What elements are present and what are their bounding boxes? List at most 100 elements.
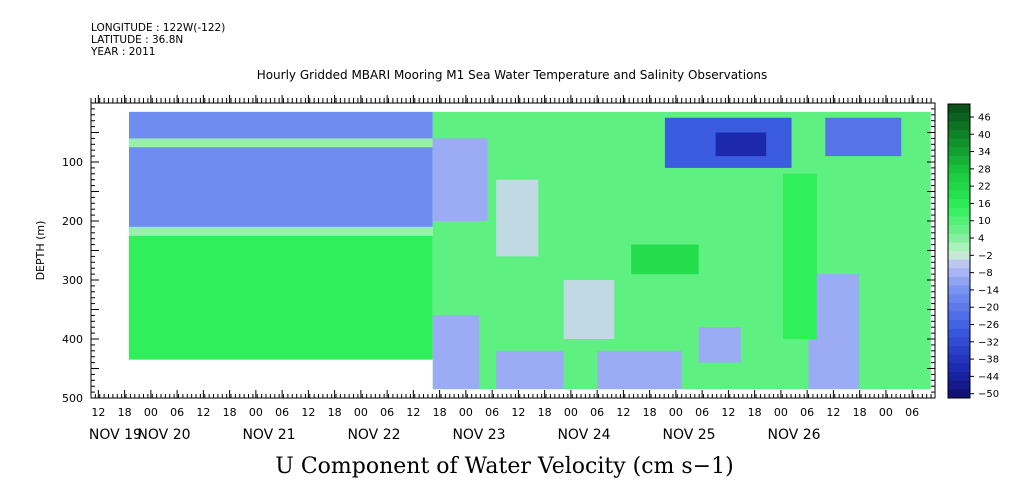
heatmap-cell-10 — [432, 315, 480, 390]
colorbar-frame — [947, 103, 971, 399]
x-tick-label: 18 — [223, 406, 237, 419]
latitude-label: LATITUDE : 36.8N — [91, 34, 184, 46]
x-tick-label: 12 — [196, 406, 210, 419]
x-tick-label: 18 — [748, 406, 762, 419]
x-tick-label: 06 — [695, 406, 709, 419]
heatmap-cell-1 — [128, 138, 433, 148]
x-tick-label: 18 — [538, 406, 552, 419]
colorbar-label: 46 — [978, 112, 991, 123]
y-axis-label: DEPTH (m) — [34, 221, 47, 281]
colorbar-swatch — [948, 173, 970, 183]
colorbar-swatch — [948, 311, 970, 321]
x-tick-label: 00 — [669, 406, 683, 419]
x-tick-label: 06 — [380, 406, 394, 419]
y-tick-label: 400 — [62, 333, 83, 346]
colorbar-swatch — [948, 181, 970, 191]
colorbar-swatch — [948, 363, 970, 373]
colorbar-swatch — [948, 104, 970, 114]
colorbar-swatch — [948, 372, 970, 382]
colorbar-label: 10 — [978, 216, 991, 227]
heatmap-cell-16 — [631, 244, 699, 275]
x-day-label: NOV 23 — [452, 427, 505, 443]
colorbar-label: −14 — [978, 285, 999, 296]
colorbar-swatch — [948, 389, 970, 399]
x-tick-label: 12 — [511, 406, 525, 419]
colorbar-swatch — [948, 285, 970, 295]
y-tick-label: 500 — [62, 392, 83, 405]
heatmap-cell-11 — [496, 350, 564, 390]
heatmap-cell-0 — [128, 111, 433, 227]
year-label: YEAR : 2011 — [91, 46, 156, 58]
x-tick-label: 12 — [406, 406, 420, 419]
x-tick-label: 06 — [170, 406, 184, 419]
colorbar-swatch — [948, 207, 970, 217]
x-tick-label: 00 — [459, 406, 473, 419]
colorbar-label: −20 — [978, 303, 999, 314]
x-tick-label: 12 — [826, 406, 840, 419]
x-day-label: NOV 19 — [89, 427, 142, 443]
longitude-label: LONGITUDE : 122W(-122) — [91, 22, 226, 34]
colorbar-swatch — [948, 328, 970, 338]
colorbar-swatch — [948, 294, 970, 304]
heatmap-cell-8 — [432, 138, 488, 221]
colorbar-swatch — [948, 216, 970, 226]
colorbar-swatch — [948, 276, 970, 287]
x-tick-label: 00 — [879, 406, 893, 419]
colorbar-swatch — [948, 138, 970, 148]
heatmap-cell-9 — [496, 179, 539, 257]
x-tick-label: 12 — [721, 406, 735, 419]
colorbar-swatch — [948, 155, 970, 166]
plot-area — [128, 111, 931, 390]
heatmap-cell-2 — [128, 226, 433, 236]
colorbar-label: −32 — [978, 337, 999, 348]
x-tick-label: 18 — [433, 406, 447, 419]
colorbar-label: 16 — [978, 199, 991, 210]
x-tick-label: 06 — [485, 406, 499, 419]
colorbar-swatch — [948, 259, 970, 269]
colorbar-label: 22 — [978, 182, 991, 193]
colorbar-label: 40 — [978, 130, 991, 141]
colorbar-swatch — [948, 147, 970, 157]
x-day-label: NOV 21 — [242, 427, 295, 443]
colorbar-swatch — [948, 346, 970, 356]
colorbar-swatch — [948, 354, 970, 364]
colorbar-label: −38 — [978, 355, 999, 366]
x-tick-label: 06 — [590, 406, 604, 419]
colorbar-swatch — [948, 190, 970, 200]
heatmap-cell-17 — [783, 173, 817, 339]
y-tick-label: 300 — [62, 274, 83, 287]
axes: 100 200 300 400 500 DEPTH (m) 12 18 00 06 12 18 00 06… — [34, 95, 936, 443]
colorbar-swatch — [948, 225, 970, 235]
x-day-label: NOV 20 — [137, 427, 190, 443]
x-tick-label: 00 — [144, 406, 158, 419]
x-tick-label: 18 — [853, 406, 867, 419]
colorbar-label: −2 — [978, 251, 993, 262]
colorbar-swatch — [948, 164, 970, 174]
x-tick-label: 06 — [800, 406, 814, 419]
colorbar-swatch — [948, 320, 970, 330]
x-tick-label: 18 — [643, 406, 657, 419]
x-day-label: NOV 26 — [767, 427, 820, 443]
heatmap-cell-7 — [825, 117, 902, 157]
colorbar-swatch — [948, 268, 970, 278]
heatmap-cell-13 — [597, 350, 682, 390]
colorbar-swatch — [948, 337, 970, 347]
chart-title: Hourly Gridded MBARI Mooring M1 Sea Wate… — [256, 68, 768, 82]
colorbar-swatch — [948, 121, 970, 131]
x-day-label: NOV 25 — [662, 427, 715, 443]
colorbar-label: −8 — [978, 268, 993, 279]
x-tick-label: 12 — [91, 406, 105, 419]
x-day-label: NOV 24 — [557, 427, 610, 443]
y-tick-label: 100 — [62, 156, 83, 169]
x-tick-label: 00 — [354, 406, 368, 419]
x-tick-label: 18 — [118, 406, 132, 419]
colorbar-swatch — [948, 112, 970, 122]
x-tick-label: 12 — [301, 406, 315, 419]
heatmap-cell-3 — [128, 235, 433, 360]
heatmap-cell-6 — [715, 132, 767, 157]
colorbar-swatch — [948, 242, 970, 252]
heatmap-cell-14 — [698, 327, 741, 363]
x-tick-label: 00 — [774, 406, 788, 419]
x-tick-label: 00 — [564, 406, 578, 419]
colorbar-swatch — [948, 199, 970, 209]
